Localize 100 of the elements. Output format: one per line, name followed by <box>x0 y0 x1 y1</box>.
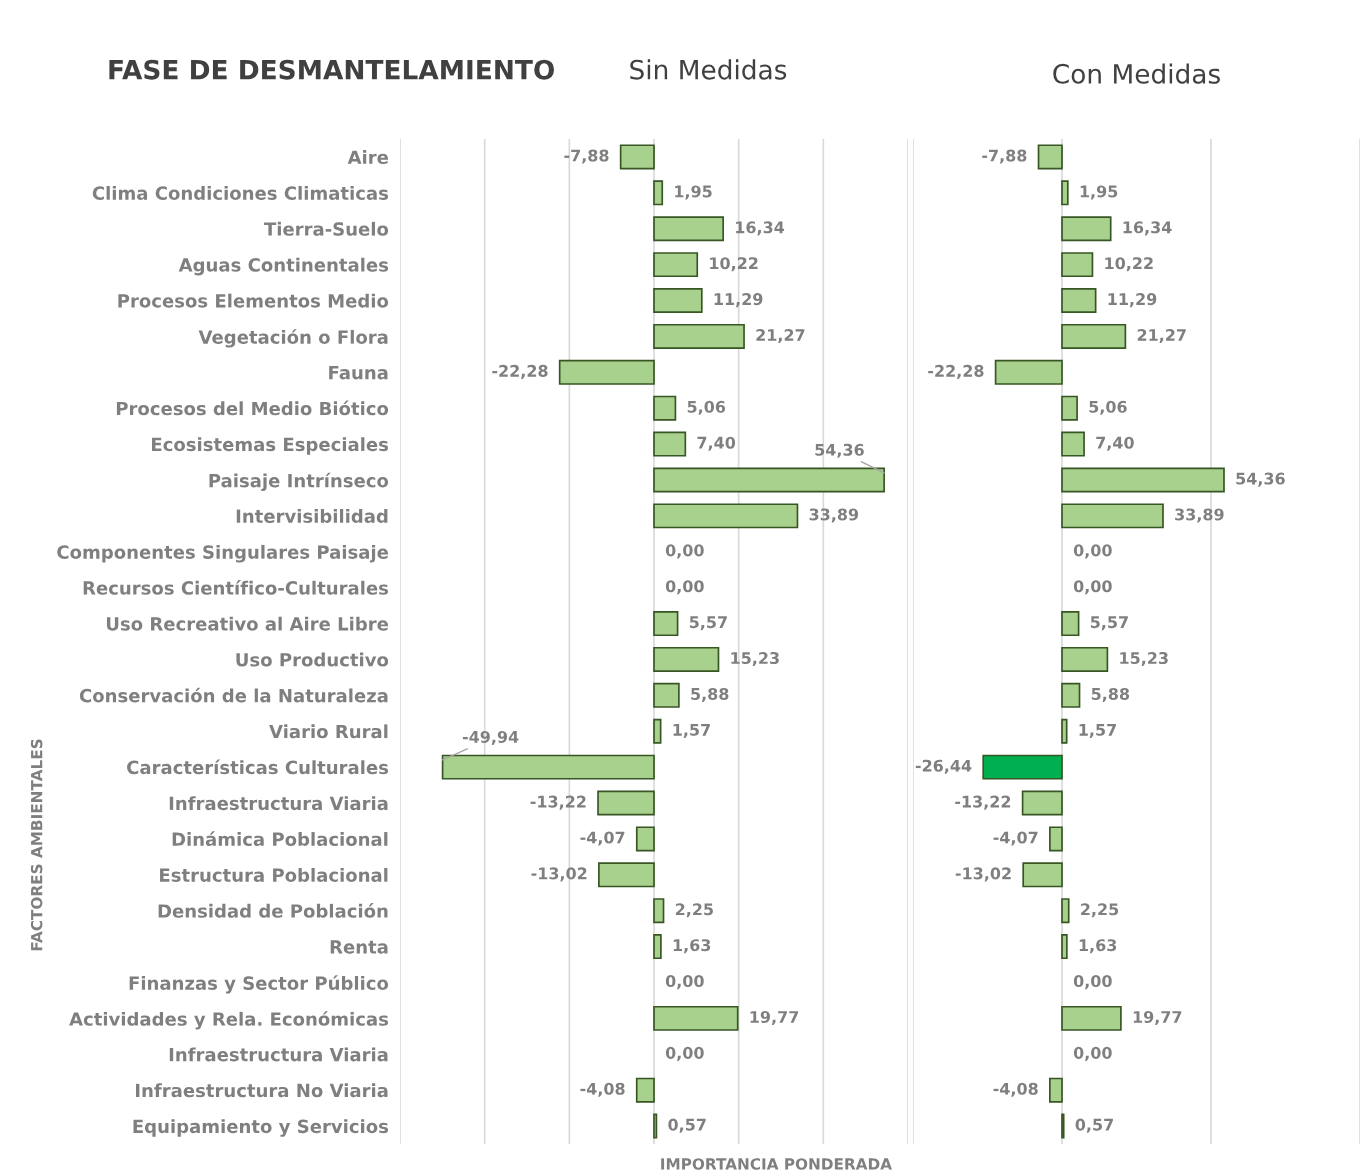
data-label: 7,40 <box>697 436 736 451</box>
bar <box>653 503 799 529</box>
data-label: 19,77 <box>750 1010 799 1026</box>
data-label: 15,23 <box>731 652 779 667</box>
data-label: 5,88 <box>1091 687 1130 703</box>
data-label: 16,34 <box>1123 221 1172 236</box>
data-label: 5,57 <box>689 616 727 631</box>
bar <box>653 216 725 242</box>
y-tick-label: Procesos del Medio Biótico <box>116 400 389 416</box>
y-tick-label: Fauna <box>329 366 388 380</box>
bar <box>1061 646 1109 672</box>
bar <box>653 646 720 672</box>
bar <box>1049 826 1063 852</box>
data-label: 1,63 <box>1079 939 1117 954</box>
bar <box>1049 1077 1063 1103</box>
bar <box>653 898 665 924</box>
chart-subtitle: Sin Medidas <box>630 59 787 80</box>
data-label: 5,06 <box>1089 400 1127 415</box>
y-tick-label: Vegetación o Flora <box>198 329 388 348</box>
data-label: 54,36 <box>815 443 864 458</box>
data-label: -13,02 <box>531 867 587 882</box>
data-label: 0,00 <box>1073 975 1112 990</box>
data-label: 5,57 <box>1090 616 1128 631</box>
bar <box>1037 144 1063 170</box>
y-tick-label: Estructura Poblacional <box>160 867 388 882</box>
y-tick-label: Actividades y Rela. Económicas <box>69 1011 389 1030</box>
bar <box>653 252 699 278</box>
y-tick-label: Uso Recreativo al Aire Libre <box>106 616 389 631</box>
data-label: -13,02 <box>955 867 1011 882</box>
chart-title: Con Medidas <box>1053 63 1220 84</box>
bar <box>1021 790 1063 816</box>
y-tick-label: Renta <box>330 940 388 954</box>
data-label: 33,89 <box>809 508 859 523</box>
data-label: -13,22 <box>530 795 586 810</box>
bar <box>1022 862 1063 888</box>
data-label: 11,29 <box>1108 293 1157 308</box>
bar <box>653 1005 739 1031</box>
data-label: 5,88 <box>691 687 729 703</box>
bar <box>1061 611 1080 637</box>
data-label: 0,00 <box>665 544 704 559</box>
y-tick-label: Equipamiento y Servicios <box>133 1119 389 1137</box>
bar <box>994 359 1063 385</box>
data-label: -13,22 <box>955 795 1011 810</box>
y-tick-label: Recursos Científico-Culturales <box>83 580 389 595</box>
bar <box>653 934 662 960</box>
data-label: 1,95 <box>675 185 712 200</box>
data-label: 0,57 <box>668 1118 706 1133</box>
y-tick-label: Ecosistemas Especiales <box>152 437 389 455</box>
y-tick-label: Intervisibilidad <box>236 509 388 523</box>
data-label: 21,27 <box>756 328 805 344</box>
bar <box>653 323 745 349</box>
y-tick-label: Conservación de la Naturaleza <box>79 687 388 703</box>
data-label: -49,94 <box>462 730 519 745</box>
bar <box>1061 467 1225 493</box>
data-label: -4,08 <box>580 1082 625 1097</box>
data-label: 10,22 <box>1105 257 1153 272</box>
y-tick-label: Finanzas y Sector Público <box>129 975 389 994</box>
bar <box>653 1113 658 1139</box>
bar <box>653 288 703 314</box>
bar <box>653 180 664 206</box>
data-label: -22,28 <box>492 364 548 379</box>
bar <box>1061 682 1081 708</box>
bar <box>653 718 662 744</box>
y-tick-label: Componentes Singulares Paisaje <box>57 544 389 563</box>
data-label: 10,22 <box>710 257 758 272</box>
bar <box>1061 718 1068 744</box>
data-label: -4,07 <box>580 831 625 846</box>
y-tick-label: Aguas Continentales <box>178 257 389 276</box>
bar <box>1061 898 1070 924</box>
data-label: 11,29 <box>714 293 763 308</box>
bar <box>441 754 655 780</box>
bar <box>982 754 1063 780</box>
y-tick-label: Uso Productivo <box>236 652 389 667</box>
data-label: -4,08 <box>993 1082 1038 1097</box>
bar <box>653 395 677 421</box>
bar <box>1061 288 1097 314</box>
bar <box>635 1077 655 1103</box>
bar <box>1061 252 1094 278</box>
bar <box>1061 216 1112 242</box>
data-label: 1,63 <box>673 939 711 954</box>
bar <box>1061 1005 1122 1031</box>
data-label: 0,00 <box>1073 580 1112 595</box>
data-label: 1,95 <box>1080 185 1118 200</box>
y-tick-label: Densidad de Población <box>158 903 388 918</box>
data-label: 0,00 <box>1073 1046 1112 1061</box>
data-label: 1,57 <box>1079 723 1116 738</box>
data-label: 2,25 <box>1081 903 1119 918</box>
data-label: 5,06 <box>687 400 726 415</box>
data-label: 0,57 <box>1075 1118 1113 1133</box>
bar <box>619 144 655 170</box>
data-label: -22,28 <box>928 364 984 379</box>
bar <box>653 467 885 493</box>
y-tick-label: Paisaje Intrínseco <box>209 472 389 492</box>
bar <box>597 790 655 816</box>
bar <box>1061 431 1085 457</box>
y-tick-label: Infraestructura No Viaria <box>135 1083 388 1098</box>
data-label: -7,88 <box>982 149 1027 164</box>
data-label: 19,77 <box>1133 1010 1182 1026</box>
data-label: 7,40 <box>1096 436 1134 451</box>
y-tick-label: Clima Condiciones Climaticas <box>92 185 389 200</box>
